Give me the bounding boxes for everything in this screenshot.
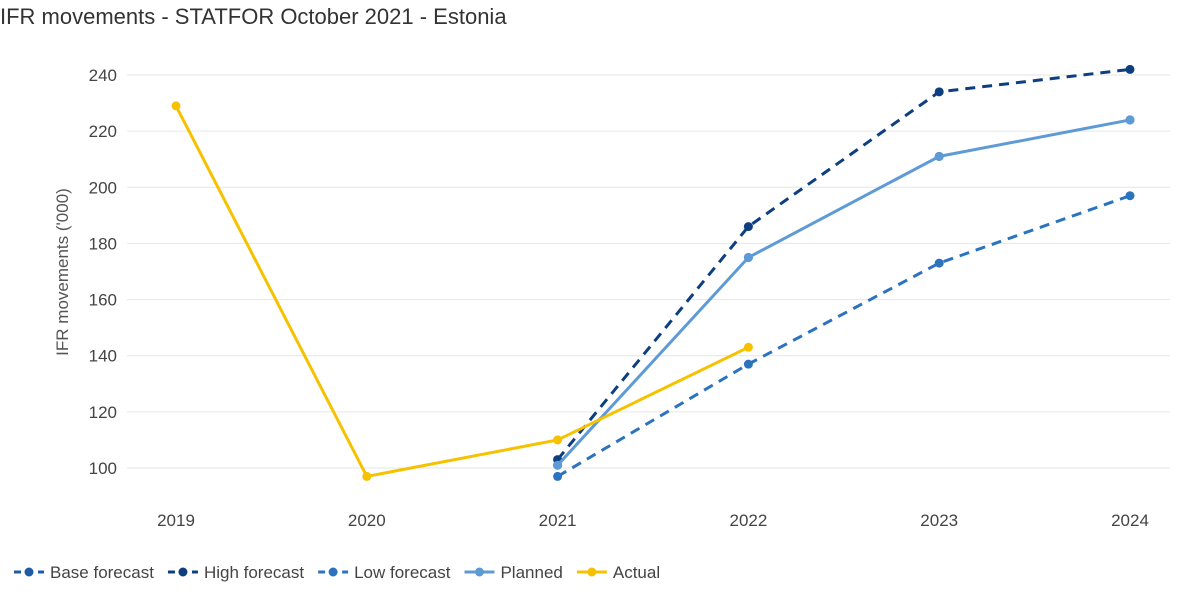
y-tick-label: 200 xyxy=(89,178,117,197)
legend-item: Actual xyxy=(576,563,660,582)
y-axis-title: IFR movements ('000) xyxy=(53,188,72,356)
x-tick-label: 2022 xyxy=(729,511,767,530)
legend-item: Base forecast xyxy=(14,563,154,582)
series-line xyxy=(556,118,1132,467)
data-point xyxy=(1125,64,1135,74)
data-point xyxy=(934,151,944,161)
y-tick-label: 140 xyxy=(89,347,117,366)
legend-label: High forecast xyxy=(204,563,304,582)
data-point xyxy=(934,258,944,268)
x-tick-label: 2021 xyxy=(539,511,577,530)
data-point xyxy=(743,222,753,232)
data-point xyxy=(553,471,563,481)
y-tick-label: 180 xyxy=(89,234,117,253)
y-tick-label: 120 xyxy=(89,403,117,422)
legend-swatch-marker xyxy=(587,567,597,577)
series-high-forecast xyxy=(553,64,1135,465)
legend-item: Planned xyxy=(464,563,563,582)
data-point xyxy=(171,101,181,111)
data-point xyxy=(743,342,753,352)
data-point xyxy=(934,87,944,97)
legend: Base forecast High forecast Low forecast Pl… xyxy=(14,563,660,582)
axes: 100 120 140 160 180 200 220 240 2019 2020 2021 2022… xyxy=(53,66,1149,530)
series-line xyxy=(556,194,1131,478)
data-point xyxy=(1125,115,1135,125)
x-tick-label: 2023 xyxy=(920,511,958,530)
series-lines xyxy=(171,64,1135,481)
data-point xyxy=(553,435,563,445)
legend-swatch-marker xyxy=(328,567,338,577)
series-line xyxy=(556,67,1131,461)
data-point xyxy=(362,471,372,481)
series-actual xyxy=(171,101,753,481)
x-tick-label: 2024 xyxy=(1111,511,1149,530)
legend-item: High forecast xyxy=(167,563,304,582)
legend-label: Actual xyxy=(613,563,660,582)
legend-swatch-marker xyxy=(178,567,188,577)
legend-swatch-marker xyxy=(474,567,484,577)
y-tick-label: 100 xyxy=(89,459,117,478)
data-point xyxy=(553,460,563,470)
y-tick-label: 160 xyxy=(89,291,117,310)
legend-label: Planned xyxy=(500,563,562,582)
legend-label: Low forecast xyxy=(354,563,451,582)
data-point xyxy=(743,252,753,262)
legend-item: Low forecast xyxy=(318,563,451,582)
data-point xyxy=(743,359,753,369)
y-tick-label: 220 xyxy=(89,122,117,141)
legend-label: Base forecast xyxy=(50,563,154,582)
series-low-forecast xyxy=(553,191,1135,481)
legend-swatch-marker xyxy=(24,567,34,577)
y-tick-label: 240 xyxy=(89,66,117,85)
gridlines xyxy=(127,74,1170,469)
x-tick-label: 2019 xyxy=(157,511,195,530)
data-point xyxy=(1125,191,1135,201)
series-line xyxy=(174,104,750,478)
series-base-forecast xyxy=(553,115,1135,470)
series-planned xyxy=(553,115,1135,470)
x-tick-label: 2020 xyxy=(348,511,386,530)
chart-title: IFR movements - STATFOR October 2021 - E… xyxy=(0,4,507,29)
